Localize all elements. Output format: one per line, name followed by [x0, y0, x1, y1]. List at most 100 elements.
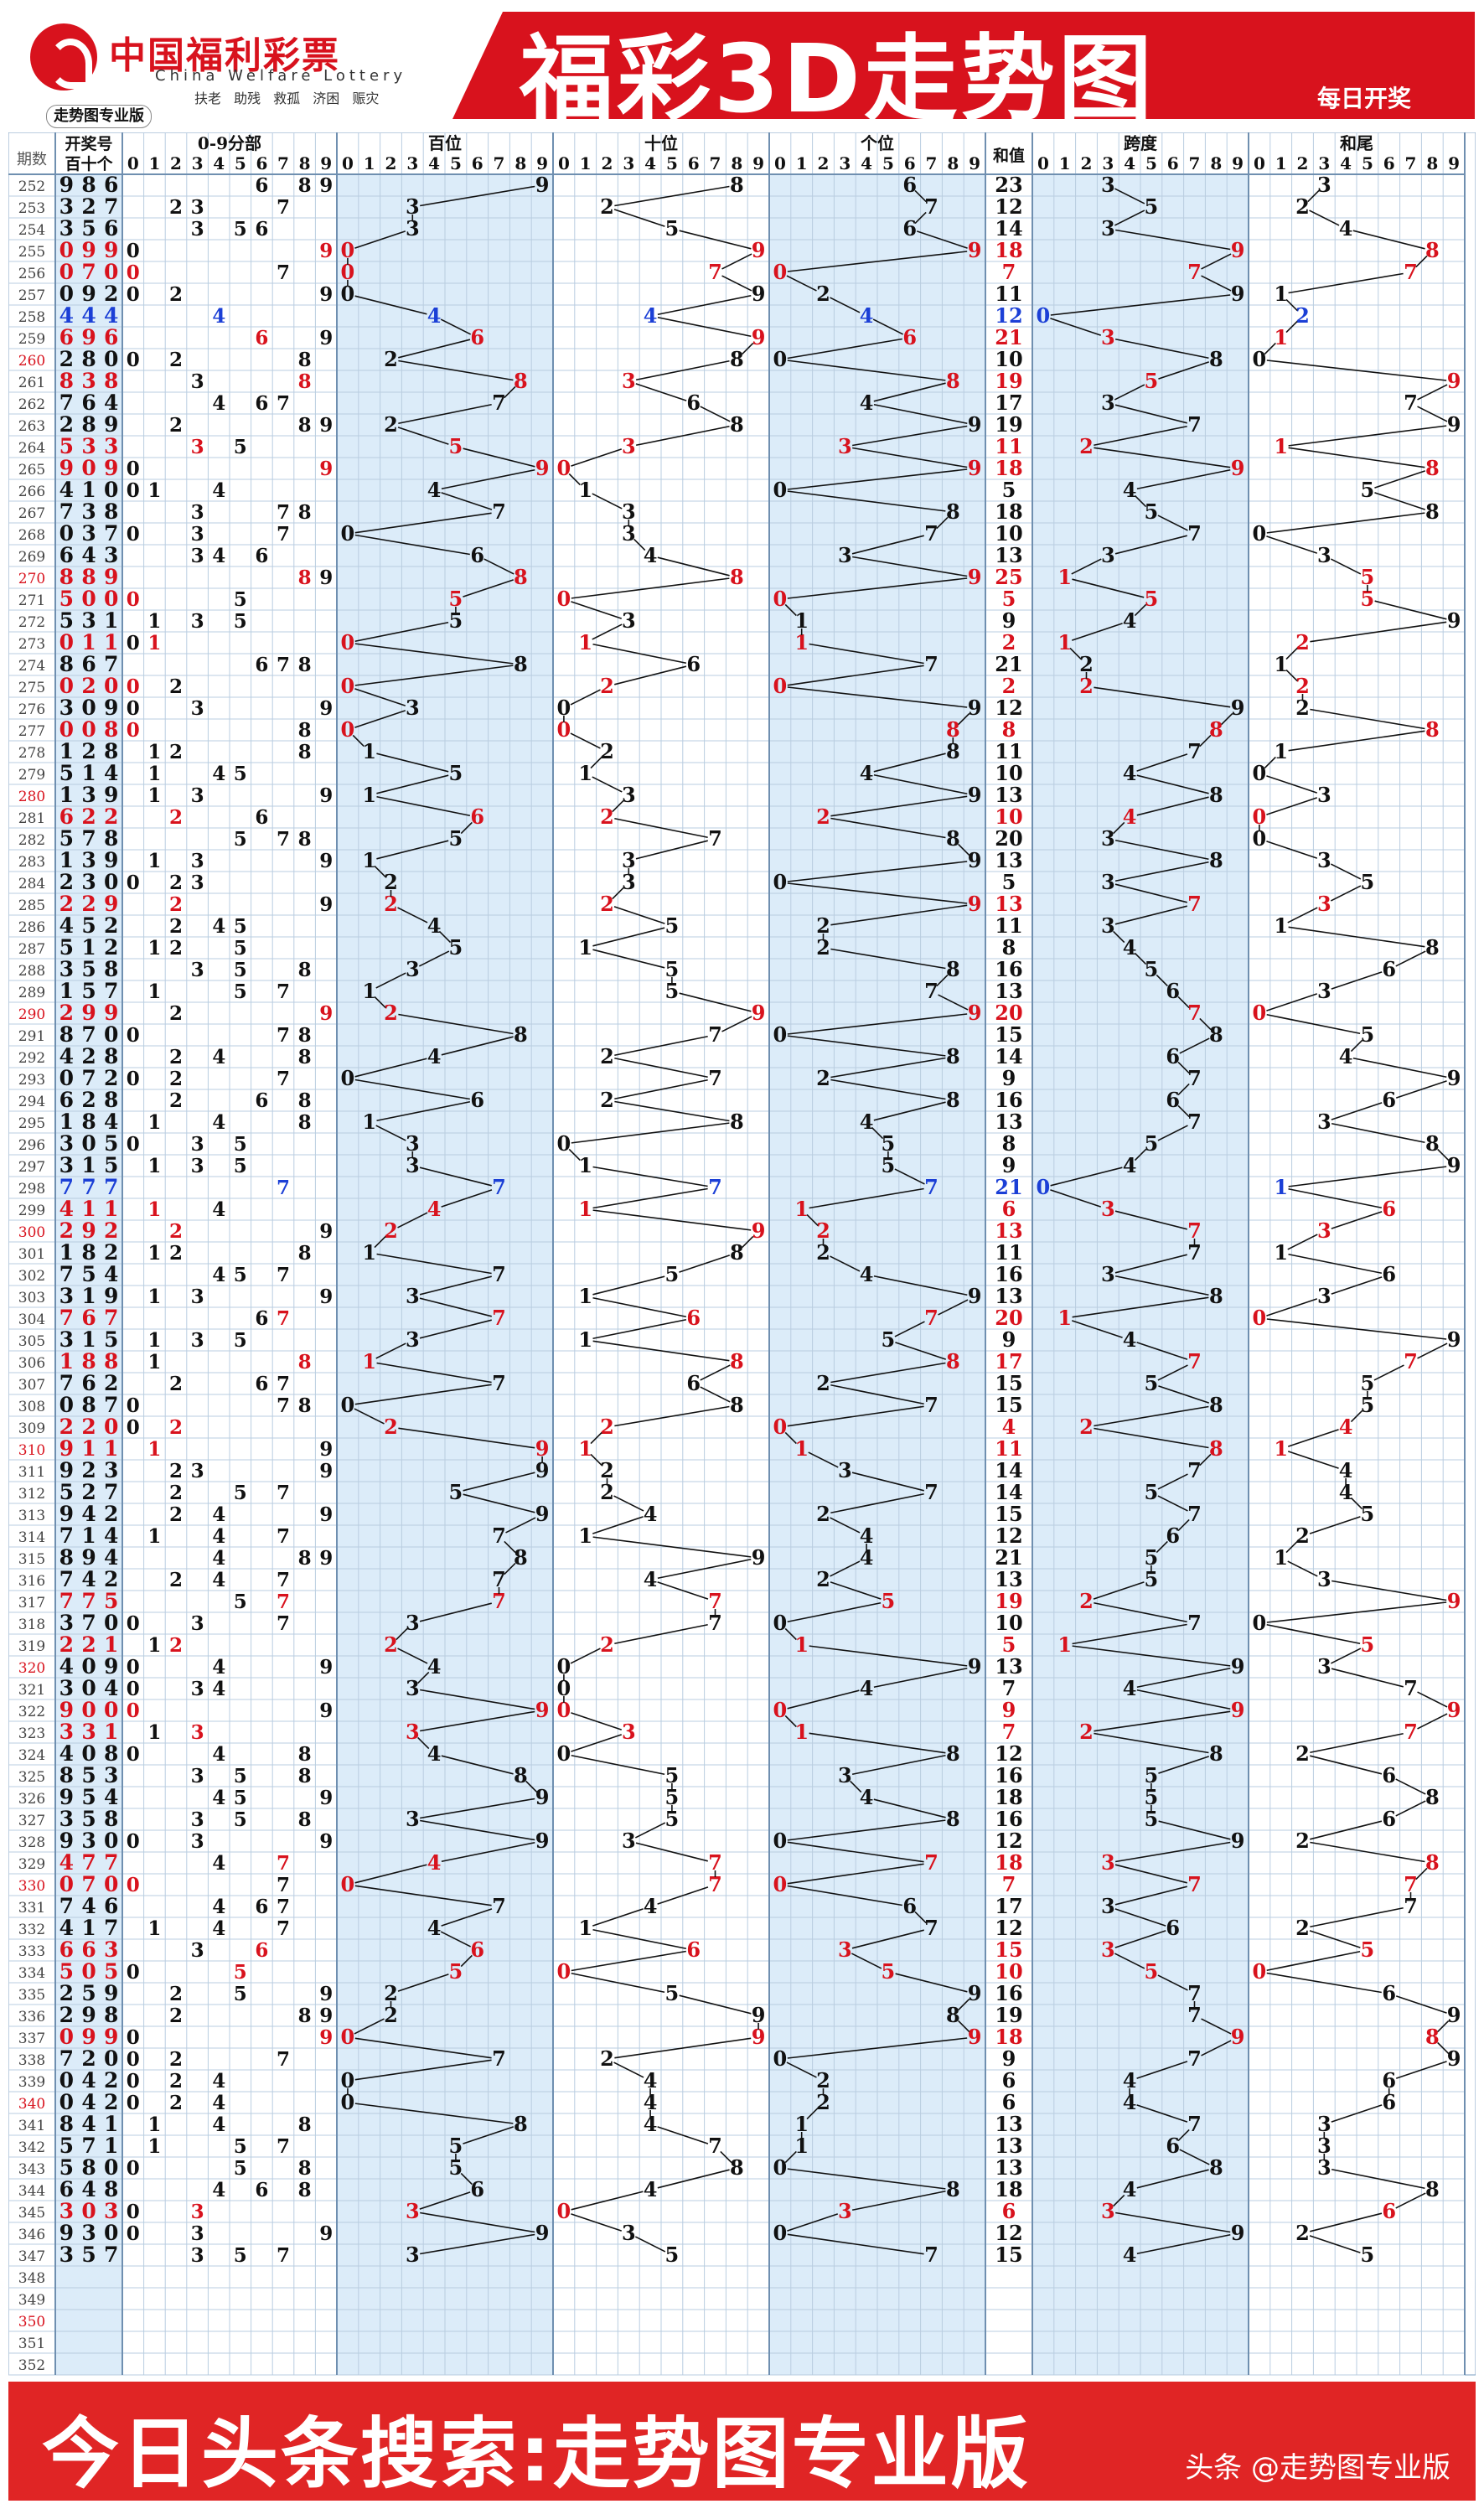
draw-digit: 3 [81, 1829, 96, 1853]
units-mark: 0 [773, 1415, 788, 1439]
hund-trend-line [419, 1275, 492, 1296]
units-mark: 0 [773, 1829, 788, 1853]
units-mark: 9 [968, 783, 982, 807]
draw-digit: 6 [81, 652, 96, 676]
span-trend-line [1177, 1083, 1190, 1096]
hund-mark: 0 [341, 2090, 355, 2114]
tail-mark: 1 [1274, 739, 1288, 763]
sum-value: 16 [995, 1763, 1022, 1787]
draw-digit: 8 [59, 652, 74, 676]
span-trend-line [1072, 1645, 1231, 1667]
units-mark: 0 [773, 870, 788, 894]
span-mark: 8 [1209, 1022, 1223, 1047]
hund-mark: 2 [384, 412, 398, 437]
distribution-mark: 9 [319, 2005, 333, 2027]
distribution-mark: 8 [298, 174, 312, 197]
distribution-mark: 5 [234, 828, 247, 851]
tens-mark: 0 [557, 1131, 571, 1156]
span-mark: 3 [1101, 1894, 1115, 1918]
tens-mark: 4 [644, 2112, 658, 2136]
period-label: 344 [18, 2183, 45, 2200]
distribution-mark: 4 [212, 763, 225, 785]
span-mark: 6 [1166, 1524, 1180, 1548]
span-trend-line [1157, 1473, 1188, 1490]
hund-trend-line [354, 621, 449, 643]
tail-mark: 9 [1447, 2046, 1461, 2071]
distribution-mark: 0 [127, 479, 140, 502]
units-mark: 3 [838, 1763, 852, 1787]
distribution-mark: 5 [234, 2244, 247, 2267]
distribution-mark: 9 [319, 893, 333, 916]
tail-mark: 5 [1361, 1937, 1375, 1962]
tail-mark: 3 [1317, 1284, 1331, 1308]
draw-digit: 0 [104, 587, 118, 611]
period-label: 335 [18, 1987, 45, 2004]
units-mark: 8 [946, 1807, 960, 1831]
tail-trend-line [1415, 255, 1428, 268]
distribution-mark: 9 [319, 697, 333, 720]
units-mark: 6 [902, 216, 917, 241]
span-mark: 4 [1123, 1676, 1137, 1700]
hund-trend-line [354, 688, 406, 706]
distribution-mark: 0 [127, 2092, 140, 2114]
distribution-mark: 3 [191, 1460, 204, 1482]
units-mark: 1 [794, 630, 809, 654]
tail-mark: 3 [1317, 1218, 1331, 1243]
distribution-mark: 9 [319, 1460, 333, 1482]
units-mark: 1 [794, 1436, 809, 1461]
tens-trend-line [571, 577, 730, 599]
distribution-mark: 4 [212, 2113, 225, 2136]
sum-value: 11 [995, 739, 1022, 763]
tail-trend-line [1266, 1318, 1447, 1340]
tail-mark: 8 [1425, 717, 1440, 742]
units-mark: 6 [902, 1894, 917, 1918]
distribution-mark: 8 [298, 1765, 312, 1787]
span-trend-line [1094, 1427, 1209, 1449]
distribution-mark: 4 [212, 2179, 225, 2201]
span-mark: 7 [1187, 1502, 1202, 1526]
span-mark: 9 [1231, 2221, 1245, 2245]
tens-trend-line [568, 1148, 581, 1161]
distribution-mark: 2 [169, 1983, 183, 2005]
span-trend-line [1136, 2104, 1188, 2123]
header-digit: 6 [472, 153, 483, 173]
span-trend-line [1114, 1275, 1209, 1296]
hund-trend-line [419, 1297, 492, 1317]
tail-mark: 2 [1295, 696, 1310, 720]
hund-mark: 3 [406, 1611, 420, 1635]
tail-trend-line [1330, 885, 1362, 902]
tail-mark: 3 [1317, 1110, 1331, 1134]
draw-digit: 6 [104, 325, 118, 349]
units-trend-line [851, 1754, 946, 1776]
tail-trend-line [1309, 1516, 1361, 1534]
tens-mark: 8 [730, 173, 744, 197]
span-trend-line [1072, 1623, 1187, 1645]
span-mark: 1 [1057, 1632, 1072, 1657]
tail-mark: 6 [1382, 2090, 1396, 2114]
header-digit: 0 [342, 153, 354, 173]
units-trend-line [958, 1998, 970, 2011]
period-label: 281 [18, 810, 45, 827]
span-mark: 8 [1209, 2155, 1223, 2180]
distribution-mark: 8 [298, 1394, 312, 1417]
span-trend-line [1177, 2129, 1190, 2142]
period-label: 339 [18, 2074, 45, 2091]
tens-mark: 1 [578, 761, 592, 785]
distribution-mark: 4 [212, 1852, 225, 1875]
span-trend-line [1114, 1908, 1166, 1927]
draw-digit: 2 [81, 1458, 96, 1482]
header-digit: 3 [192, 153, 204, 173]
sum-value: 14 [995, 216, 1022, 241]
units-trend-line [809, 1645, 968, 1667]
draw-digit: 4 [59, 913, 74, 938]
header-digit: 4 [1124, 153, 1135, 173]
span-trend-line [1094, 1601, 1187, 1623]
sum-value: 6 [1002, 2199, 1016, 2223]
tail-mark: 3 [1317, 979, 1331, 1003]
tens-mark: 0 [557, 2199, 571, 2223]
draw-digit: 1 [104, 1720, 118, 1744]
tail-trend-line [1395, 1080, 1447, 1099]
logo-en-text: China Welfare Lottery [155, 67, 407, 85]
hund-mark: 9 [535, 456, 550, 480]
distribution-mark: 9 [319, 1438, 333, 1461]
